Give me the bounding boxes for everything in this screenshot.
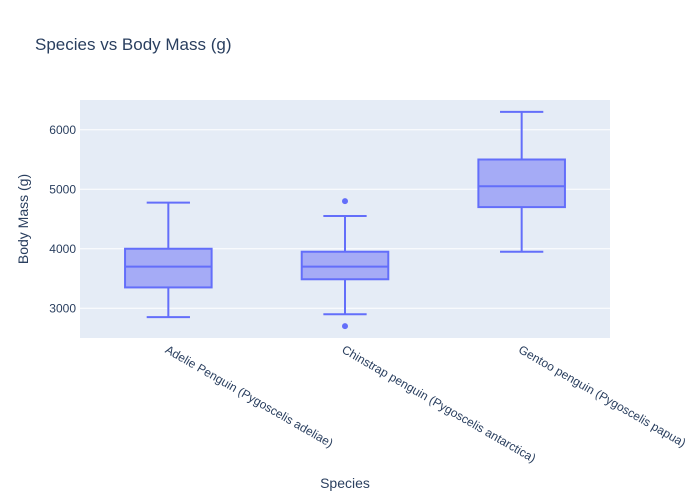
iqr-box — [124, 247, 213, 289]
iqr-box — [300, 250, 390, 281]
y-tick-label: 3000 — [49, 301, 76, 315]
box-0 — [124, 201, 213, 319]
y-tick-label: 5000 — [49, 182, 76, 196]
box-plots — [124, 110, 566, 330]
y-tick-label: 4000 — [49, 242, 76, 256]
chart-title: Species vs Body Mass (g) — [35, 35, 232, 54]
y-axis-ticks: 3000 4000 5000 6000 — [49, 123, 76, 316]
x-axis-ticks: Adelie Penguin (Pygoscelis adeliae) Chins… — [163, 342, 689, 465]
x-tick-label: Adelie Penguin (Pygoscelis adeliae) — [163, 342, 336, 450]
box-1 — [300, 198, 390, 330]
outlier-point — [342, 198, 348, 205]
iqr-box — [477, 158, 566, 209]
y-axis-title: Body Mass (g) — [15, 174, 31, 264]
outlier-point — [342, 323, 348, 330]
box-2 — [477, 110, 566, 253]
x-tick-label: Chinstrap penguin (Pygoscelis antarctica… — [340, 342, 539, 465]
y-tick-label: 6000 — [49, 123, 76, 137]
x-tick-label: Gentoo penguin (Pygoscelis papua) — [516, 342, 688, 450]
x-axis-title: Species — [320, 475, 370, 491]
